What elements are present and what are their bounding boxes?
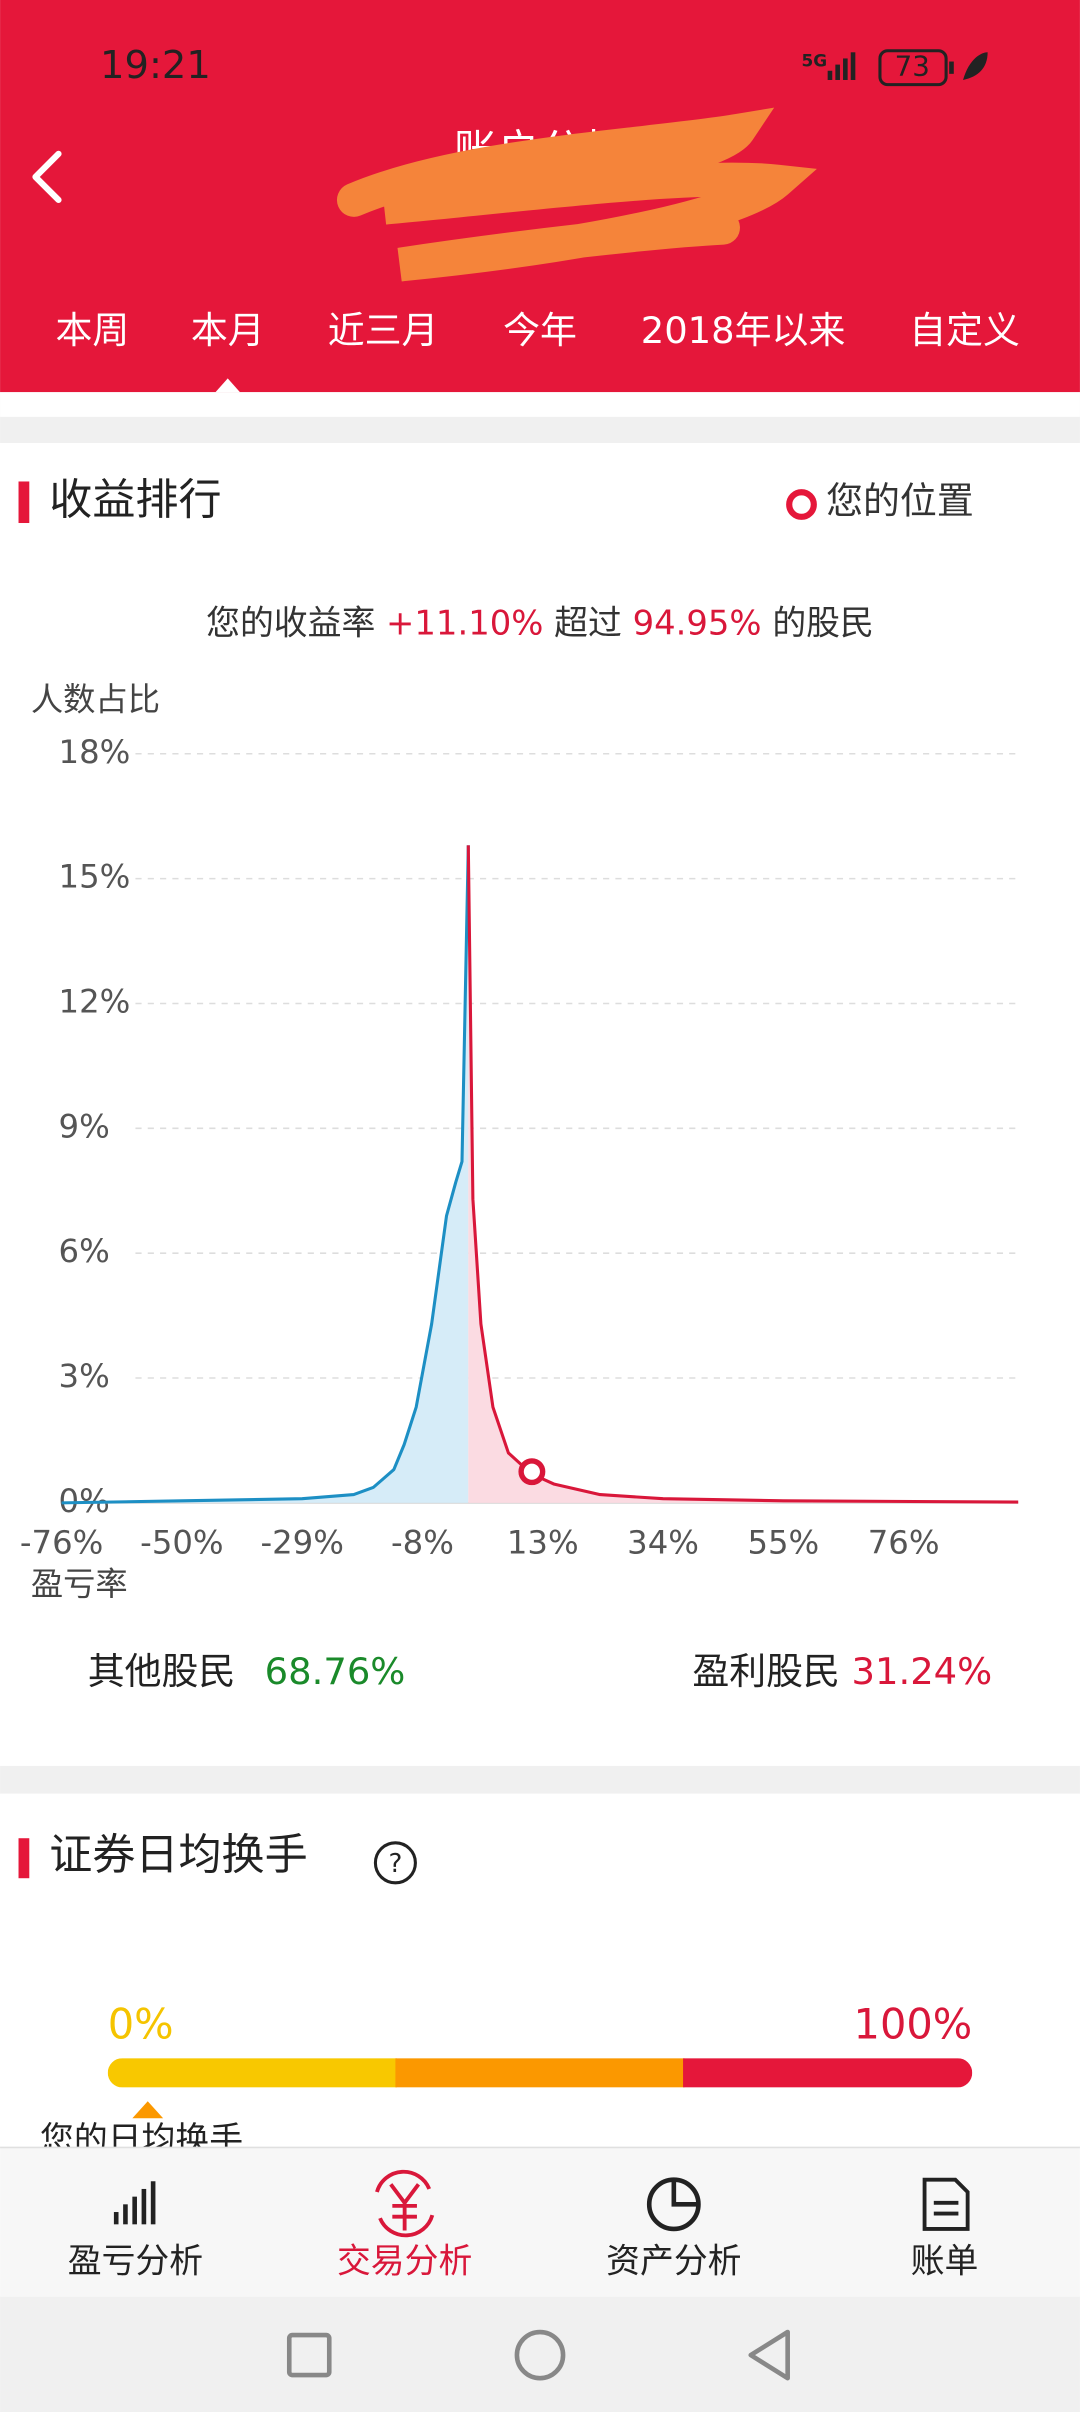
nav-label[interactable]: 交易分析	[337, 2241, 472, 2280]
line	[466, 845, 1019, 1504]
section-title: 证券日均换手	[49, 1831, 307, 1881]
line	[61, 845, 470, 1505]
turnover-min: 0%	[108, 1999, 174, 2048]
bottom-nav-bg	[0, 2147, 1080, 2297]
network: 5G	[802, 51, 828, 71]
nav-icon-asset	[646, 2177, 701, 2232]
y-tick-label: 6%	[59, 1232, 110, 1270]
back-system-button[interactable]	[748, 2329, 790, 2381]
summary-beat: 94.95%	[633, 603, 762, 642]
loss-share-value: 68.76%	[265, 1650, 406, 1693]
tab[interactable]: 自定义	[909, 309, 1020, 352]
turnover-bar	[107, 2058, 973, 2088]
area	[61, 845, 469, 1503]
loss-share-name: 其他股民	[88, 1650, 236, 1693]
profit-share-value: 31.24%	[852, 1650, 993, 1693]
summary-suffix: 的股民	[772, 603, 873, 642]
chart: 0%3%6%9%12%15%18%-76% -50% -29% -8% 13% 34% 55…	[20, 733, 1019, 1561]
x-axis-label: 盈亏率	[31, 1565, 128, 1603]
battery-level: 73	[895, 50, 930, 83]
your-position-marker	[518, 1458, 546, 1486]
nav-icon-trade	[375, 2169, 435, 2238]
section-marker	[18, 1838, 30, 1879]
legend-label: 您的位置	[826, 480, 974, 523]
bottom-nav: 盈亏分析 交易分析 资产分析 账单	[68, 2241, 979, 2280]
y-tick-label: 18%	[59, 733, 131, 771]
tab[interactable]: 近三月	[328, 309, 439, 352]
tab-bar: 本周 本月 近三月 今年 2018年以来 自定义	[55, 309, 1019, 352]
separator	[0, 1765, 1080, 1794]
battery-tip	[949, 61, 954, 74]
nav-label[interactable]: 账单	[911, 2241, 979, 2280]
redaction-scribble	[336, 107, 817, 282]
tab[interactable]: 本周	[55, 309, 129, 352]
y-tick-label: 3%	[59, 1357, 110, 1395]
section-title: 收益排行	[49, 476, 221, 526]
legend-marker	[786, 489, 817, 520]
bar-high	[683, 2058, 973, 2088]
help-icon[interactable]	[373, 1841, 417, 1885]
summary-middle: 超过	[554, 603, 622, 642]
x-tick-label: -76%	[20, 1523, 103, 1561]
tab[interactable]: 本月	[191, 309, 265, 352]
x-tick-label: -8%	[391, 1523, 454, 1561]
profit-share-name: 盈利股民	[692, 1650, 840, 1693]
turnover-pointer	[132, 2101, 164, 2119]
x-tick-label: 76%	[868, 1523, 940, 1561]
y-tick-label: 9%	[59, 1107, 110, 1145]
signal-icon	[827, 52, 856, 80]
nav-icon-profit	[113, 2181, 156, 2225]
section-marker	[18, 481, 30, 524]
x-tick-label: 13%	[507, 1523, 579, 1561]
tab[interactable]: 今年	[503, 309, 577, 352]
tab-indicator	[215, 378, 241, 393]
system-nav	[0, 2296, 1080, 2412]
summary: 您的收益率 +11.10% 超过 94.95% 的股民	[206, 603, 874, 642]
bar-mid	[395, 2058, 685, 2088]
summary-yield: +11.10%	[386, 603, 543, 642]
x-tick-label: 34%	[627, 1523, 699, 1561]
battery	[878, 49, 948, 87]
x-tick-label: -29%	[260, 1523, 343, 1561]
x-tick-label: -50%	[140, 1523, 223, 1561]
y-tick-label: 12%	[59, 982, 131, 1020]
nav-label[interactable]: 盈亏分析	[68, 2241, 203, 2280]
y-axis-label: 人数占比	[31, 680, 160, 718]
back-button[interactable]	[32, 150, 62, 204]
bar-low	[107, 2058, 397, 2088]
x-tick-label: 55%	[747, 1523, 819, 1561]
turnover-max: 100%	[854, 1999, 973, 2048]
home-button[interactable]	[514, 2329, 566, 2381]
help-mark: ?	[388, 1849, 402, 1879]
area	[468, 845, 1019, 1503]
nav-label[interactable]: 资产分析	[606, 2241, 741, 2280]
separator-strip	[0, 392, 1080, 417]
leaf-icon	[963, 52, 988, 80]
recent-button[interactable]	[286, 2332, 332, 2378]
status-time: 19:21	[100, 43, 211, 88]
tab[interactable]: 2018年以来	[641, 309, 846, 352]
nav-icon-bill	[922, 2177, 970, 2231]
summary-prefix: 您的收益率	[206, 603, 375, 642]
y-tick-label: 15%	[59, 858, 131, 896]
